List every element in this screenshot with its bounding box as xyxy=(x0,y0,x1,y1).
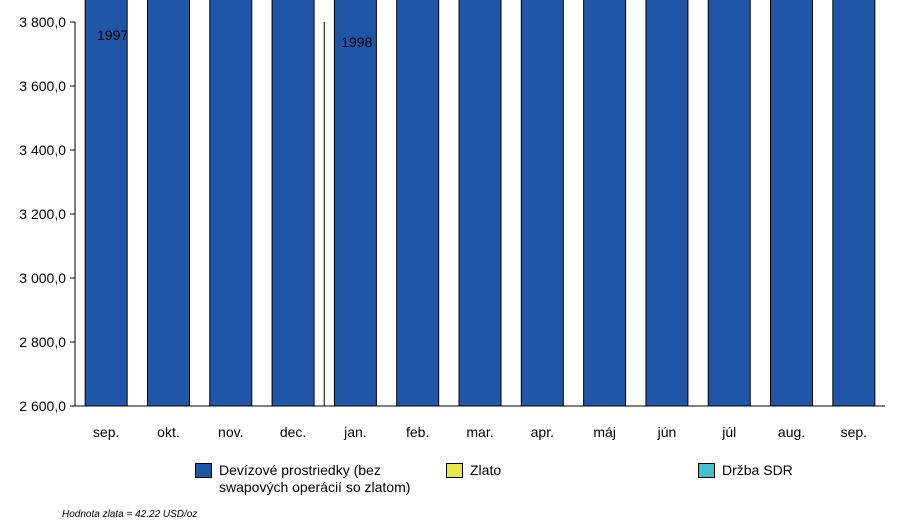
bar-segment-devizove xyxy=(271,0,315,407)
x-category-label: apr. xyxy=(531,424,554,440)
y-tick-label: 3 000,0 xyxy=(19,270,66,286)
x-category-label: máj xyxy=(593,424,616,440)
bar-segment-devizove xyxy=(583,0,627,407)
bars-group xyxy=(84,0,876,407)
x-category-label: nov. xyxy=(218,424,243,440)
y-tick-label: 2 600,0 xyxy=(19,398,66,414)
y-tick-label: 3 600,0 xyxy=(19,78,66,94)
x-category-label: aug. xyxy=(778,424,805,440)
footnote: Hodnota zlata = 42.22 USD/oz xyxy=(62,509,198,520)
x-category-label: júl xyxy=(721,424,736,440)
y-tick-label: 2 800,0 xyxy=(19,334,66,350)
x-category-label: sep. xyxy=(841,424,867,440)
bar-segment-devizove xyxy=(209,0,253,407)
y-tick-label: 3 400,0 xyxy=(19,142,66,158)
labels-group: 3 800,0 3 600,0 3 400,0 3 200,0 3 000,0 2 800… xyxy=(19,14,867,440)
x-category-label: jún xyxy=(657,424,677,440)
x-category-label: mar. xyxy=(466,424,493,440)
bar-segment-devizove xyxy=(146,0,190,407)
x-category-label: okt. xyxy=(157,424,180,440)
period-label-1998: 1998 xyxy=(341,34,372,50)
x-category-label: dec. xyxy=(280,424,306,440)
y-tick-label: 3 800,0 xyxy=(19,14,66,30)
bar-segment-devizove xyxy=(84,0,128,407)
bar-segment-devizove xyxy=(333,0,377,407)
x-category-label: sep. xyxy=(93,424,119,440)
bar-segment-devizove xyxy=(396,0,440,407)
bar-segment-devizove xyxy=(645,0,689,407)
x-category-label: jan. xyxy=(343,424,367,440)
bar-segment-devizove xyxy=(520,0,564,407)
y-tick-label: 3 200,0 xyxy=(19,206,66,222)
bar-segment-devizove xyxy=(832,0,876,407)
x-category-label: feb. xyxy=(406,424,429,440)
bar-segment-devizove xyxy=(707,0,751,407)
bar-segment-devizove xyxy=(770,0,814,407)
bar-segment-devizove xyxy=(458,0,502,407)
period-label-1997: 1997 xyxy=(97,27,128,43)
